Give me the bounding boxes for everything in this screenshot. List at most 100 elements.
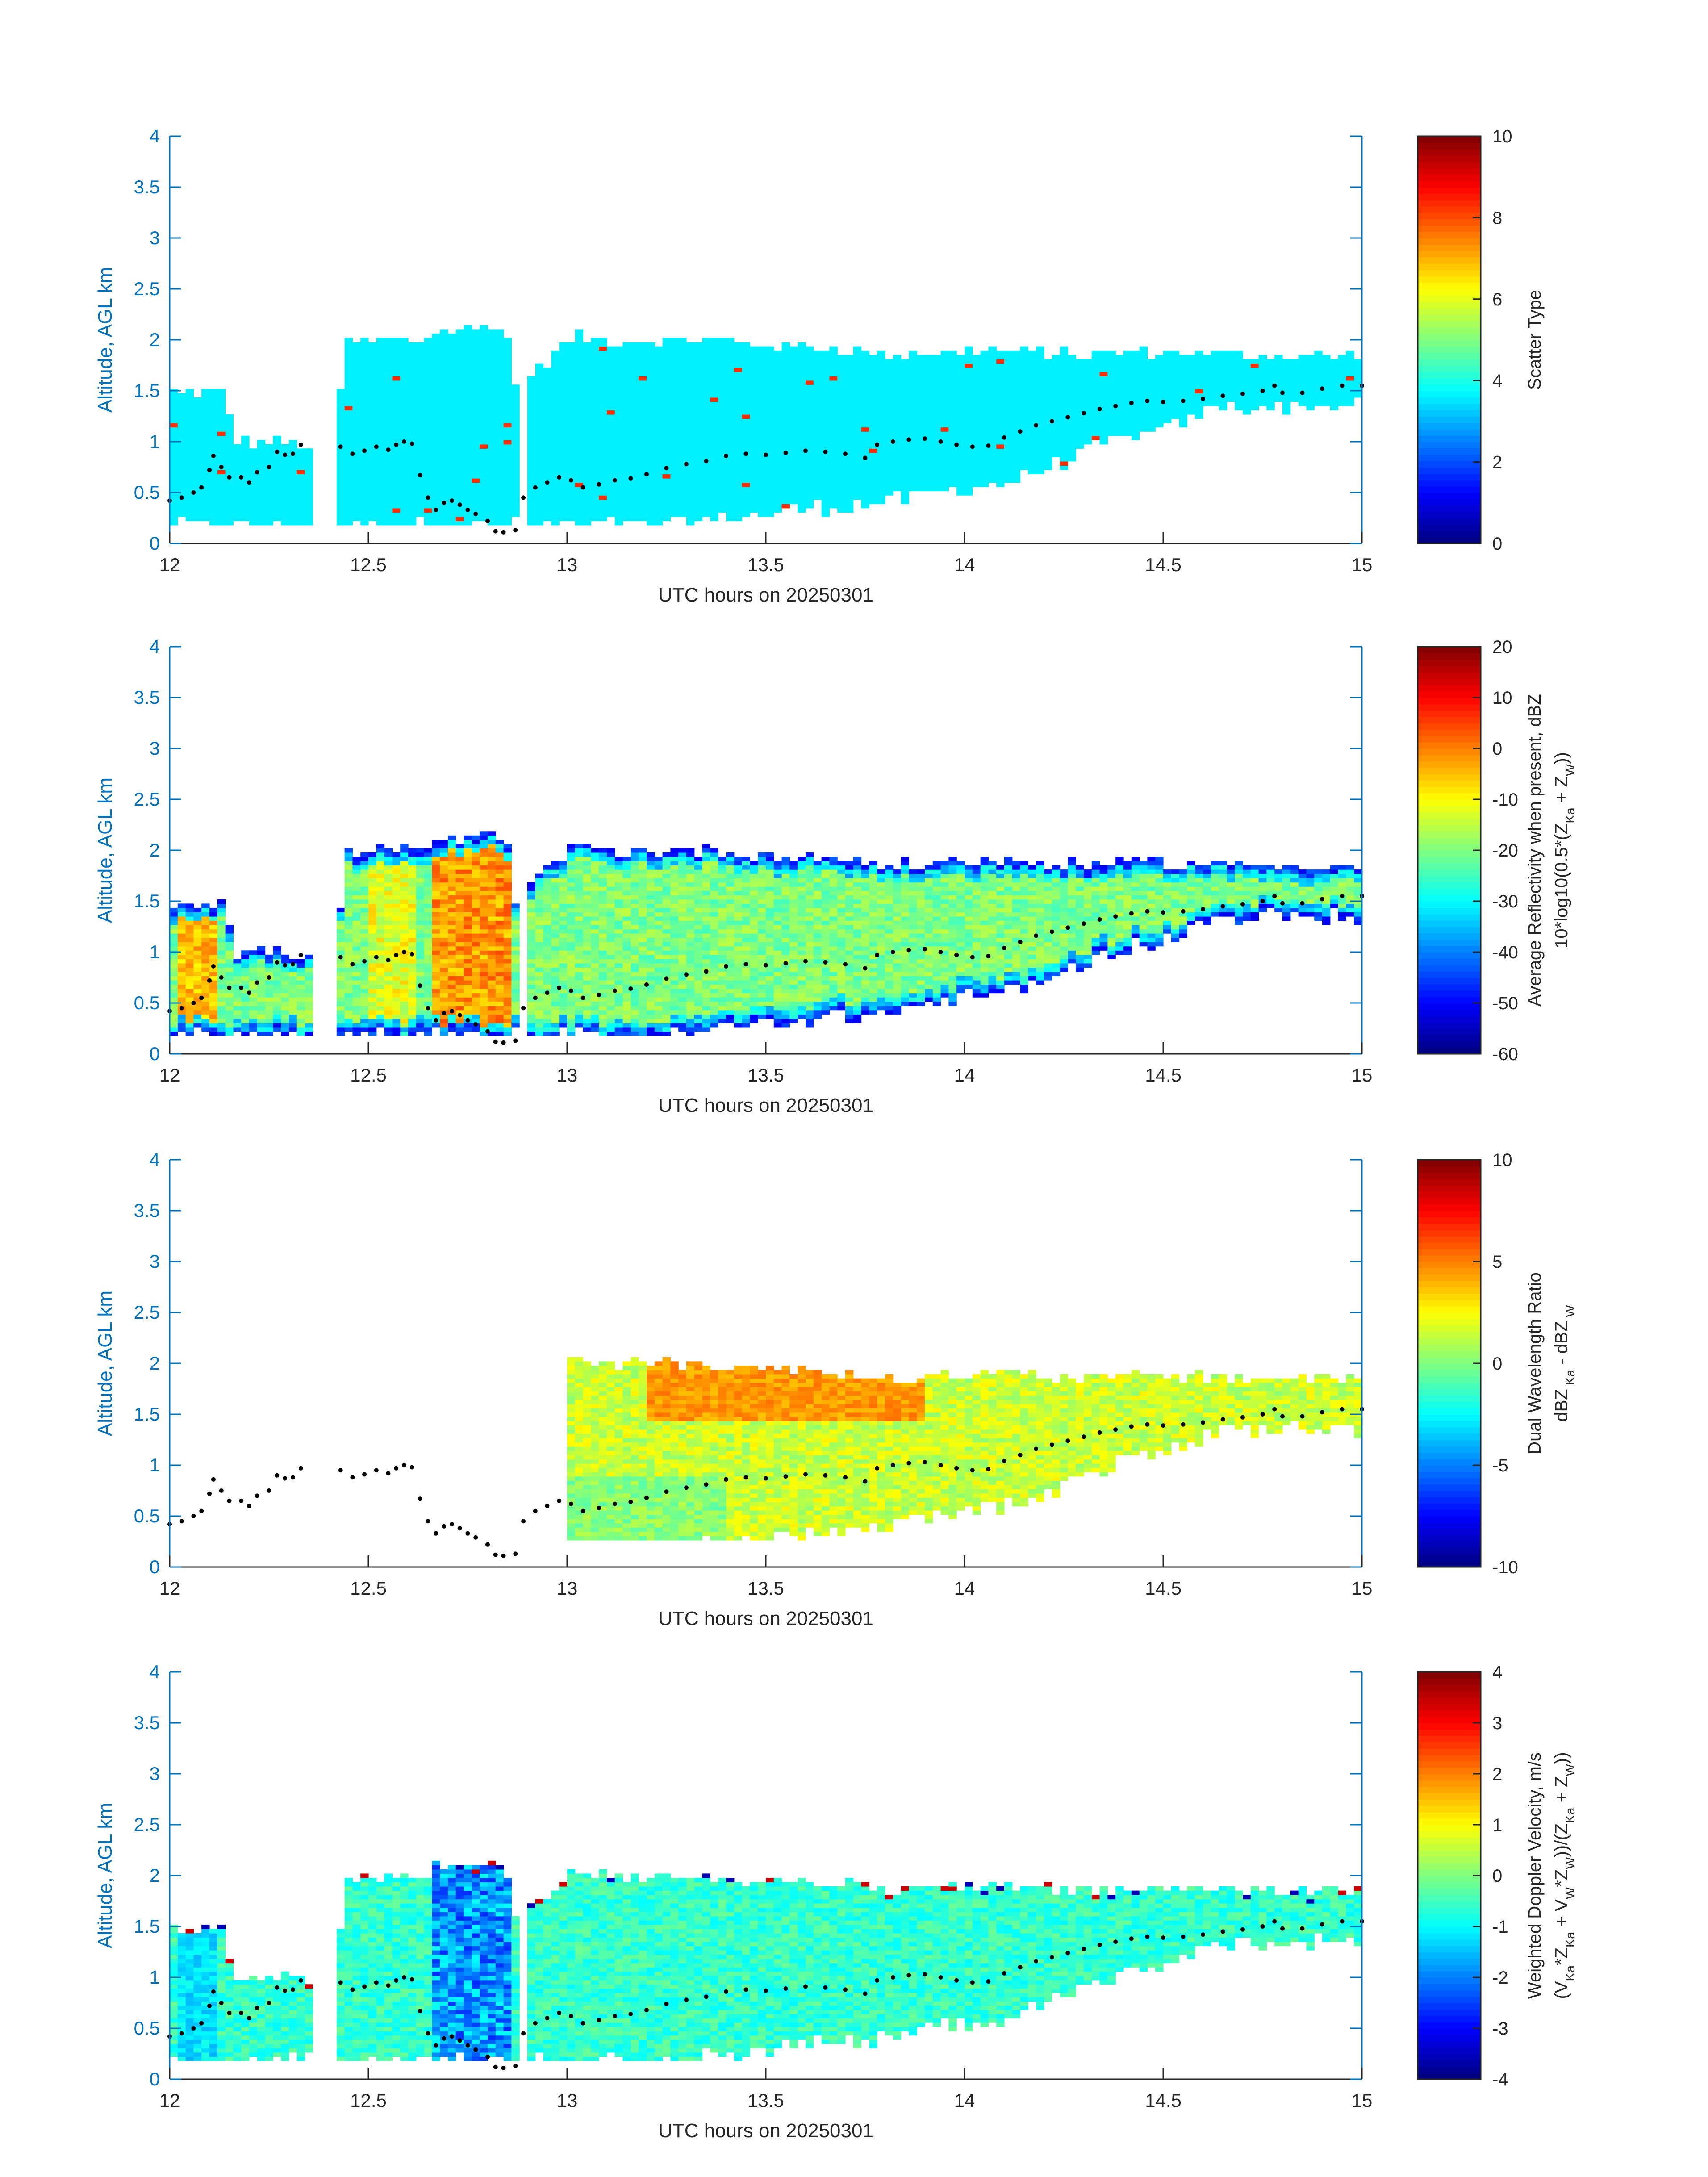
heatmap-cell: [662, 355, 671, 359]
heatmap-cell: [217, 508, 226, 513]
heatmap-cell: [185, 989, 194, 994]
heatmap-cell: [472, 508, 480, 513]
heatmap-cell: [448, 351, 456, 355]
heatmap-cell: [654, 355, 663, 359]
heatmap-cell: [813, 384, 822, 389]
heatmap-cell: [639, 465, 647, 470]
heatmap-cell: [758, 512, 766, 517]
heatmap-cell: [1020, 414, 1028, 419]
heatmap-cell: [1123, 380, 1132, 385]
heatmap-cell: [972, 393, 981, 398]
heatmap-cell: [535, 376, 544, 381]
heatmap-cell: [225, 946, 234, 951]
heatmap-cell: [1028, 418, 1036, 423]
heatmap-cell: [384, 482, 393, 487]
heatmap-cell: [639, 504, 647, 509]
heatmap-cell: [853, 401, 862, 406]
heatmap-cell: [877, 448, 885, 453]
heatmap-cell: [678, 435, 687, 440]
flight-track-point: [501, 530, 506, 535]
heatmap-cell: [789, 410, 798, 415]
heatmap-cell: [1028, 389, 1036, 393]
heatmap-cell: [1060, 465, 1068, 470]
heatmap-cell: [726, 482, 735, 487]
heatmap-cell: [535, 431, 544, 436]
heatmap-cell: [217, 512, 226, 517]
heatmap-cell: [996, 355, 1005, 359]
heatmap-cell: [1147, 401, 1156, 406]
heatmap-cell: [185, 1006, 194, 1011]
heatmap-cell: [296, 499, 305, 504]
heatmap-cell: [702, 431, 710, 436]
heatmap-cell: [599, 410, 607, 415]
heatmap-cell: [296, 512, 305, 517]
heatmap-cell: [821, 397, 830, 402]
heatmap-cell: [686, 452, 695, 457]
heatmap-cell: [925, 474, 933, 479]
heatmap-cell: [535, 495, 544, 500]
heatmap-cell: [654, 414, 663, 419]
heatmap-cell: [710, 435, 718, 440]
heatmap-cell: [1036, 457, 1044, 462]
heatmap-cell: [781, 444, 790, 449]
heatmap-cell: [853, 397, 862, 402]
heatmap-cell: [464, 368, 472, 372]
heatmap-cell: [201, 1027, 210, 1032]
heatmap-cell: [806, 435, 814, 440]
heatmap-cell: [948, 368, 957, 372]
heatmap-cell: [607, 384, 615, 389]
heatmap-cell: [1115, 355, 1124, 359]
heatmap-cell: [209, 933, 218, 938]
heatmap-cell: [948, 427, 957, 432]
heatmap-cell: [408, 359, 417, 364]
heatmap-cell: [265, 474, 273, 479]
heatmap-cell: [591, 389, 599, 393]
heatmap-cell: [177, 393, 186, 398]
heatmap-cell: [543, 508, 551, 513]
heatmap-cell: [1243, 359, 1251, 364]
heatmap-cell: [352, 495, 361, 500]
heatmap-cell: [408, 504, 417, 509]
heatmap-cell: [932, 427, 941, 432]
heatmap-cell: [806, 452, 814, 457]
heatmap-cell: [821, 491, 830, 496]
heatmap-cell: [257, 452, 266, 457]
heatmap-cell: [432, 380, 440, 385]
heatmap-cell: [1195, 355, 1203, 359]
heatmap-cell: [1060, 410, 1068, 415]
heatmap-cell: [225, 980, 234, 985]
heatmap-cell: [440, 427, 448, 432]
heatmap-cell: [980, 423, 989, 428]
heatmap-cell: [177, 984, 186, 989]
heatmap-cell: [845, 495, 854, 500]
heatmap-cell: [853, 372, 862, 376]
heatmap-cell: [455, 491, 464, 496]
heatmap-cell: [1195, 410, 1203, 415]
heatmap-cell: [1195, 380, 1203, 385]
heatmap-cell: [344, 512, 353, 517]
heatmap-cell: [1115, 384, 1124, 389]
heatmap-cell: [511, 499, 520, 504]
heatmap-cell: [575, 482, 584, 487]
heatmap-cell: [829, 363, 838, 368]
heatmap-cell: [344, 372, 353, 376]
heatmap-cell: [622, 351, 631, 355]
heatmap-cell: [201, 946, 210, 951]
heatmap-cell: [376, 508, 385, 513]
heatmap-cell: [901, 410, 909, 415]
heatmap-cell: [702, 474, 710, 479]
heatmap-cell: [527, 512, 536, 517]
heatmap-cell: [209, 478, 218, 483]
heatmap-cell: [209, 920, 218, 925]
heatmap-cell: [1020, 401, 1028, 406]
heatmap-cell: [877, 368, 885, 372]
heatmap-cell: [678, 423, 687, 428]
heatmap-cell: [1044, 444, 1052, 449]
heatmap-cell: [472, 444, 480, 449]
heatmap-cell: [813, 414, 822, 419]
heatmap-cell: [511, 461, 520, 466]
heatmap-cell: [440, 410, 448, 415]
heatmap-cell: [877, 355, 885, 359]
heatmap-cell: [583, 444, 591, 449]
heatmap-cell: [233, 491, 242, 496]
